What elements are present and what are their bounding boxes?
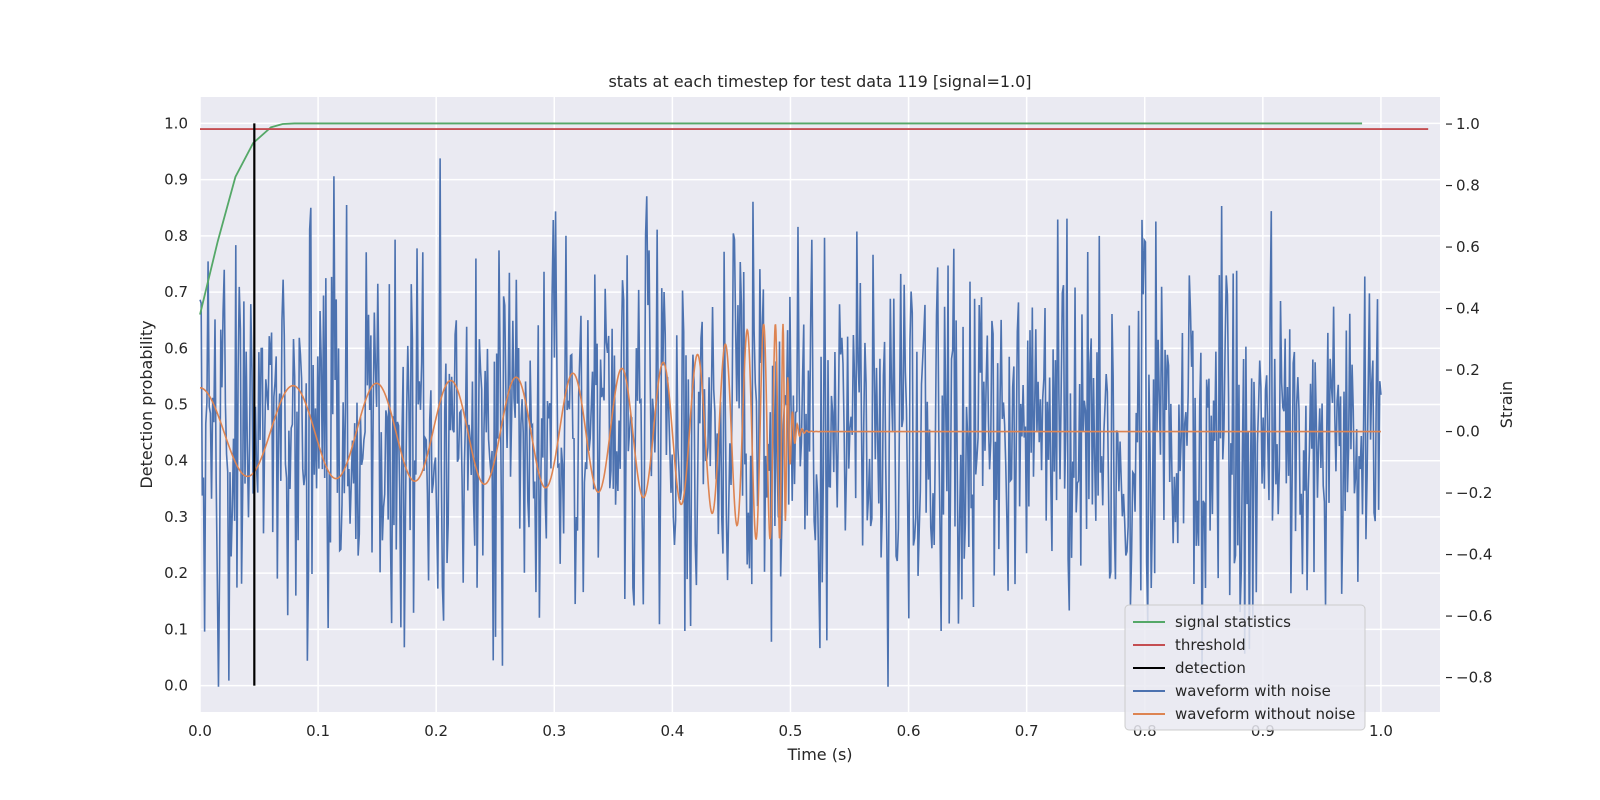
y2-tick-label: 0.4 <box>1456 300 1480 318</box>
x-tick-label: 1.0 <box>1369 722 1393 740</box>
y-tick-label: 0.5 <box>164 396 188 414</box>
x-tick-label: 0.5 <box>779 722 803 740</box>
y-tick-label: 0.6 <box>164 339 188 357</box>
y2-tick-label: 1.0 <box>1456 115 1480 133</box>
legend-label: waveform with noise <box>1175 682 1331 700</box>
legend: signal statistics threshold detection wavef… <box>1124 604 1366 731</box>
x-tick-label: 0.7 <box>1015 722 1039 740</box>
y2-tick-label: −0.6 <box>1456 607 1492 625</box>
y2-tick-label: −0.4 <box>1456 546 1492 564</box>
y2-tick-label: 0.0 <box>1456 423 1480 441</box>
y-tick-label: 0.1 <box>164 620 188 638</box>
series-waveform-without-noise <box>199 323 1381 540</box>
y-tick-label: 0.0 <box>164 677 188 695</box>
series-signal-statistics <box>199 122 1363 315</box>
y2-tick-label: −0.2 <box>1456 484 1492 502</box>
y2-tick-label: 0.6 <box>1456 238 1480 256</box>
y-tick-label: 0.4 <box>164 452 188 470</box>
legend-label: signal statistics <box>1175 613 1291 631</box>
x-tick-label: 0.0 <box>188 722 212 740</box>
y2-axis-label: Strain <box>1497 381 1516 428</box>
x-axis-label: Time (s) <box>786 745 852 764</box>
x-axis: 0.0 0.1 0.2 0.3 0.4 0.5 0.6 0.7 0.8 0.9 1.0 <box>188 722 1393 740</box>
y2-tick-label: −0.8 <box>1456 669 1492 687</box>
y-axis-left: 0.0 0.1 0.2 0.3 0.4 0.5 0.6 0.7 0.8 0.9 1.0 <box>164 114 188 694</box>
legend-label: detection <box>1175 659 1246 677</box>
y-tick-label: 1.0 <box>164 114 188 132</box>
series-layer <box>199 122 1429 687</box>
y-tick-label: 0.8 <box>164 227 188 245</box>
y-tick-label: 0.2 <box>164 564 188 582</box>
legend-label: threshold <box>1175 636 1246 654</box>
x-tick-label: 0.3 <box>542 722 566 740</box>
y-axis-label: Detection probability <box>137 320 156 488</box>
y-tick-label: 0.7 <box>164 283 188 301</box>
x-tick-label: 0.1 <box>306 722 330 740</box>
series-waveform-with-noise <box>199 158 1382 687</box>
x-tick-label: 0.4 <box>660 722 684 740</box>
x-tick-label: 0.2 <box>424 722 448 740</box>
y-tick-label: 0.3 <box>164 508 188 526</box>
chart-title: stats at each timestep for test data 119… <box>608 72 1031 91</box>
legend-label: waveform without noise <box>1175 705 1355 723</box>
y2-tick-label: 0.2 <box>1456 361 1480 379</box>
y-axis-right: −0.8 −0.6 −0.4 −0.2 0.0 0.2 0.4 0.6 0.8 1.0 <box>1446 115 1492 687</box>
legend-box <box>1124 604 1366 731</box>
y-tick-label: 0.9 <box>164 171 188 189</box>
y2-tick-label: 0.8 <box>1456 177 1480 195</box>
x-tick-label: 0.6 <box>897 722 921 740</box>
